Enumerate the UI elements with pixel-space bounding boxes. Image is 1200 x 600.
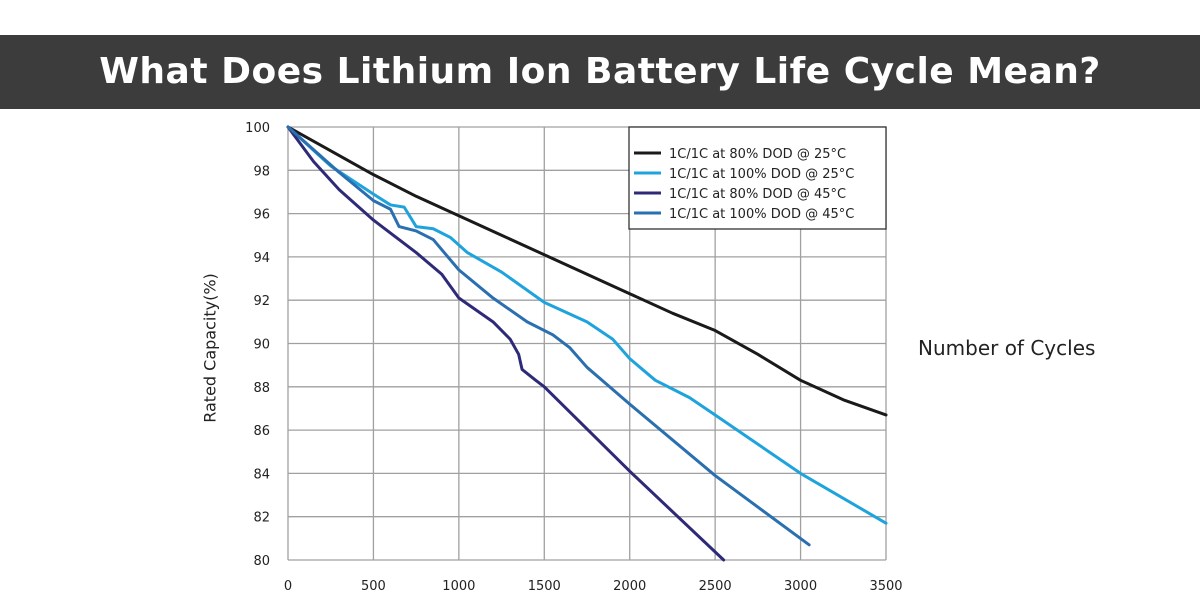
- tick-labels: 0 500 1000 1500 2000 2500 3000 3500 80 82 84 86 88 90…: [245, 121, 902, 594]
- x-tick-label: 2000: [613, 579, 646, 594]
- x-tick-label: 0: [284, 579, 292, 594]
- legend-label: 1C/1C at 100% DOD @ 45°C: [669, 207, 854, 222]
- y-tick-label: 92: [253, 294, 270, 309]
- y-tick-label: 80: [253, 554, 270, 569]
- legend: 1C/1C at 80% DOD @ 25°C 1C/1C at 100% DOD…: [628, 126, 887, 230]
- x-tick-label: 3000: [784, 579, 817, 594]
- y-tick-label: 100: [245, 121, 270, 136]
- x-tick-label: 2500: [699, 579, 732, 594]
- x-axis-label: Number of Cycles: [918, 336, 1096, 360]
- y-tick-label: 90: [253, 338, 270, 353]
- y-tick-label: 94: [253, 251, 270, 266]
- series-line-1: [286, 125, 888, 417]
- series-line-4: [286, 125, 811, 547]
- legend-label: 1C/1C at 80% DOD @ 25°C: [669, 147, 846, 162]
- series-line-2: [286, 125, 888, 525]
- series-line-3: [286, 125, 726, 562]
- x-tick-label: 500: [361, 579, 386, 594]
- y-tick-label: 84: [253, 467, 270, 482]
- x-tick-label: 3500: [869, 579, 902, 594]
- y-axis-label: Rated Capacity(%): [200, 273, 220, 423]
- x-tick-label: 1000: [442, 579, 475, 594]
- page-title: What Does Lithium Ion Battery Life Cycle…: [0, 35, 1200, 109]
- y-tick-label: 98: [253, 164, 270, 179]
- y-tick-label: 86: [253, 424, 270, 439]
- legend-box: [628, 126, 887, 230]
- y-tick-label: 88: [253, 381, 270, 396]
- legend-label: 1C/1C at 100% DOD @ 25°C: [669, 167, 854, 182]
- y-tick-label: 96: [253, 208, 270, 223]
- series-lines: [286, 125, 888, 562]
- y-tick-label: 82: [253, 511, 270, 526]
- x-tick-label: 1500: [528, 579, 561, 594]
- legend-label: 1C/1C at 80% DOD @ 45°C: [669, 187, 846, 202]
